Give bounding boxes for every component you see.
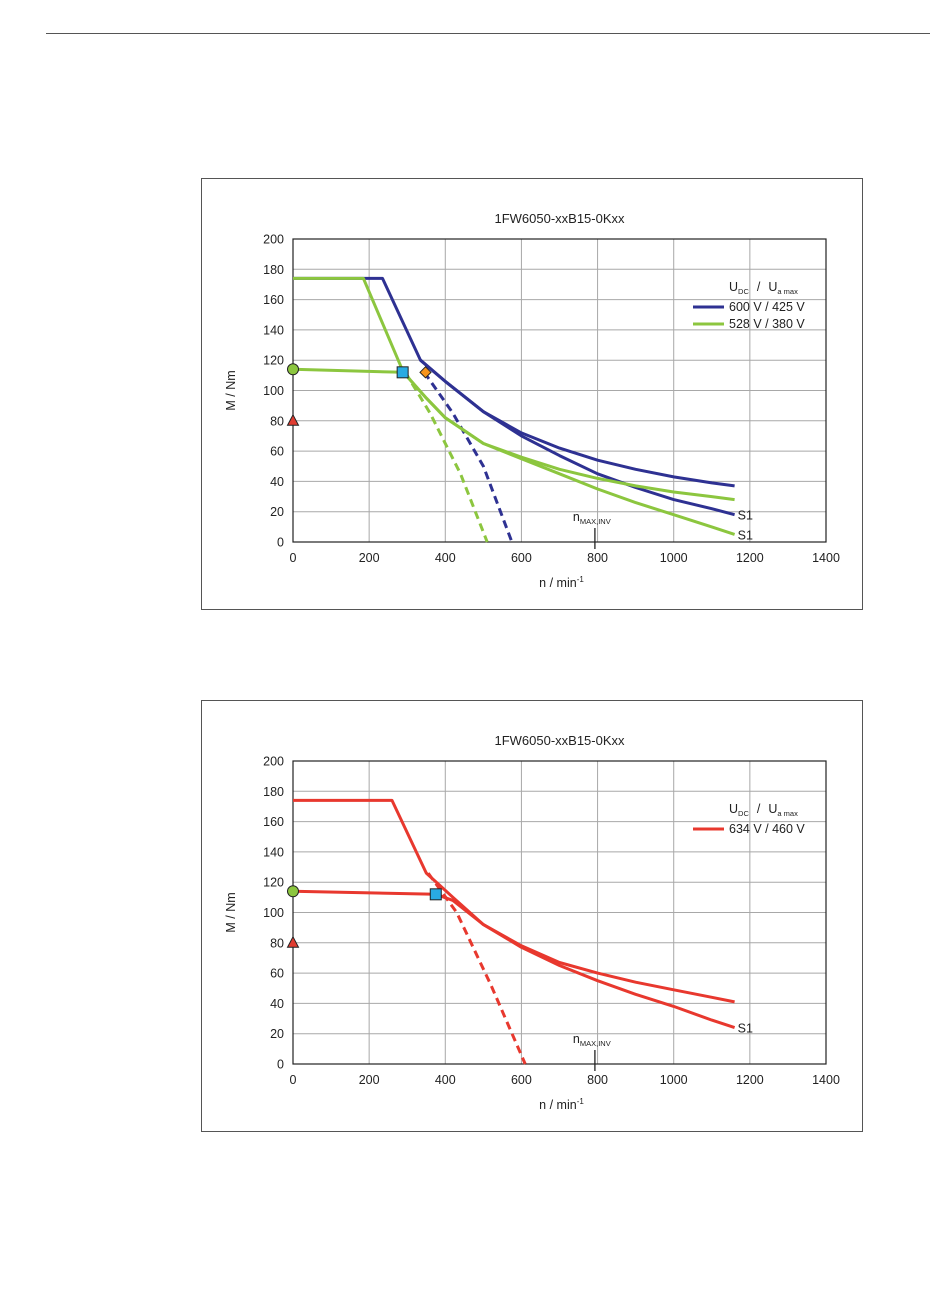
chart-2-legend: UDC / Ua max 634 V / 460 V [693, 802, 805, 836]
chart-1-series-0-line-solid [419, 359, 735, 517]
torque-speed-chart-1: 1FW6050-xxB15-0Kxx 0 20 40 60 80 100 120 140 160 1… [201, 178, 863, 610]
chart-1-x-axis-label: n / min-1 [539, 575, 584, 590]
page-header-rule [46, 33, 930, 34]
chart-2-y-tick-label: 200 [263, 755, 284, 769]
chart-2-marker-square [429, 888, 442, 901]
chart-1-y-tick-label: 80 [270, 414, 284, 428]
chart-2-x-tick-label: 1400 [812, 1073, 840, 1087]
chart-2-marker-triangle [286, 935, 300, 948]
chart-1-y-tick-label: 100 [263, 384, 284, 398]
chart-2-marker-circle [287, 885, 299, 898]
chart-1-x-tick-label: 200 [359, 551, 380, 565]
chart-1-series-0-line-dashed [423, 371, 514, 543]
chart-1-x-tick-label: 1000 [660, 551, 688, 565]
chart-2-canvas: 1FW6050-xxB15-0Kxx 0 20 40 60 80 100 120 140 160 1… [224, 733, 840, 1112]
chart-2-y-tick-label: 120 [263, 876, 284, 890]
chart-2-x-tick-label: 1000 [660, 1073, 688, 1087]
chart-1-series-1-line-dashed [404, 371, 489, 543]
chart-2-series-0-line-dashed [426, 872, 527, 1065]
chart-1-series-1-line-solid [293, 276, 735, 502]
chart-2-x-tick-label: 0 [290, 1073, 297, 1087]
chart-1-x-tick-label: 600 [511, 551, 532, 565]
chart-1-x-tick-label: 1400 [812, 551, 840, 565]
chart-1-y-tick-label: 200 [263, 233, 284, 247]
chart-1-legend-entry: 600 V / 425 V [729, 300, 805, 314]
torque-speed-chart-2: 1FW6050-xxB15-0Kxx 0 20 40 60 80 100 120 140 160 1… [201, 700, 863, 1132]
chart-1-y-tick-label: 60 [270, 445, 284, 459]
chart-2-y-tick-label: 20 [270, 1027, 284, 1041]
chart-1-title: 1FW6050-xxB15-0Kxx [494, 211, 625, 226]
chart-1-x-tick-label: 800 [587, 551, 608, 565]
chart-2-legend-entry: 634 V / 460 V [729, 822, 805, 836]
chart-2-x-axis-label: n / min-1 [539, 1097, 584, 1112]
chart-1-series-0-line-solid [293, 276, 735, 488]
chart-2-series-0-s1-label: S1 [738, 1022, 753, 1036]
chart-2-y-tick-label: 100 [263, 906, 284, 920]
chart-2-nmax-inv-label: nMAX,INV [573, 1032, 611, 1048]
chart-1-legend-title: UDC / Ua max [729, 280, 798, 296]
chart-2-y-tick-label: 40 [270, 997, 284, 1011]
chart-2-plot-area [292, 760, 827, 1065]
chart-1-legend-entry: 528 V / 380 V [729, 317, 805, 331]
chart-1-y-tick-label: 160 [263, 293, 284, 307]
chart-2-y-tick-label: 160 [263, 815, 284, 829]
chart-2-x-tick-label: 800 [587, 1073, 608, 1087]
chart-1-y-tick-label: 0 [277, 536, 284, 550]
chart-1-series-1-s1-label: S1 [738, 528, 753, 542]
chart-1-x-tick-label: 0 [290, 551, 297, 565]
chart-2-x-tick-label: 400 [435, 1073, 456, 1087]
chart-1-y-axis-label: M / Nm [224, 370, 238, 410]
chart-1-series-0-s1-label: S1 [738, 509, 753, 523]
chart-1-series-1-line-solid [292, 367, 736, 536]
chart-1-y-tick-label: 140 [263, 323, 284, 337]
chart-1-y-tick-label: 120 [263, 354, 284, 368]
chart-2-y-tick-label: 0 [277, 1058, 284, 1072]
chart-2-y-tick-label: 180 [263, 785, 284, 799]
chart-2-legend-title: UDC / Ua max [729, 802, 798, 818]
chart-2-y-axis-label: M / Nm [224, 892, 238, 932]
chart-1-y-tick-label: 40 [270, 475, 284, 489]
chart-1-x-tick-label: 400 [435, 551, 456, 565]
chart-1-y-tick-label: 20 [270, 505, 284, 519]
chart-1-marker-diamond [419, 366, 432, 379]
chart-2-y-tick-label: 140 [263, 845, 284, 859]
chart-2-y-tick-label: 80 [270, 936, 284, 950]
chart-2-y-tick-label: 60 [270, 967, 284, 981]
chart-1-marker-circle [287, 363, 299, 376]
chart-1-plot-area [292, 238, 827, 543]
chart-2-series-0-line-solid [293, 798, 735, 1004]
chart-1-nmax-inv-label: nMAX,INV [573, 510, 611, 526]
chart-1-y-tick-label: 180 [263, 263, 284, 277]
chart-2-title: 1FW6050-xxB15-0Kxx [494, 733, 625, 748]
chart-2-series-0-line-solid [292, 889, 736, 1030]
chart-2-x-tick-label: 600 [511, 1073, 532, 1087]
chart-2-x-tick-label: 200 [359, 1073, 380, 1087]
chart-1-legend: UDC / Ua max 600 V / 425 V 528 V / 380 V [693, 280, 805, 331]
chart-1-x-tick-label: 1200 [736, 551, 764, 565]
chart-1-marker-square [396, 366, 409, 379]
chart-2-x-tick-label: 1200 [736, 1073, 764, 1087]
chart-1-marker-triangle [286, 413, 300, 426]
chart-1-canvas: 1FW6050-xxB15-0Kxx 0 20 40 60 80 100 120 140 160 1… [224, 211, 840, 590]
